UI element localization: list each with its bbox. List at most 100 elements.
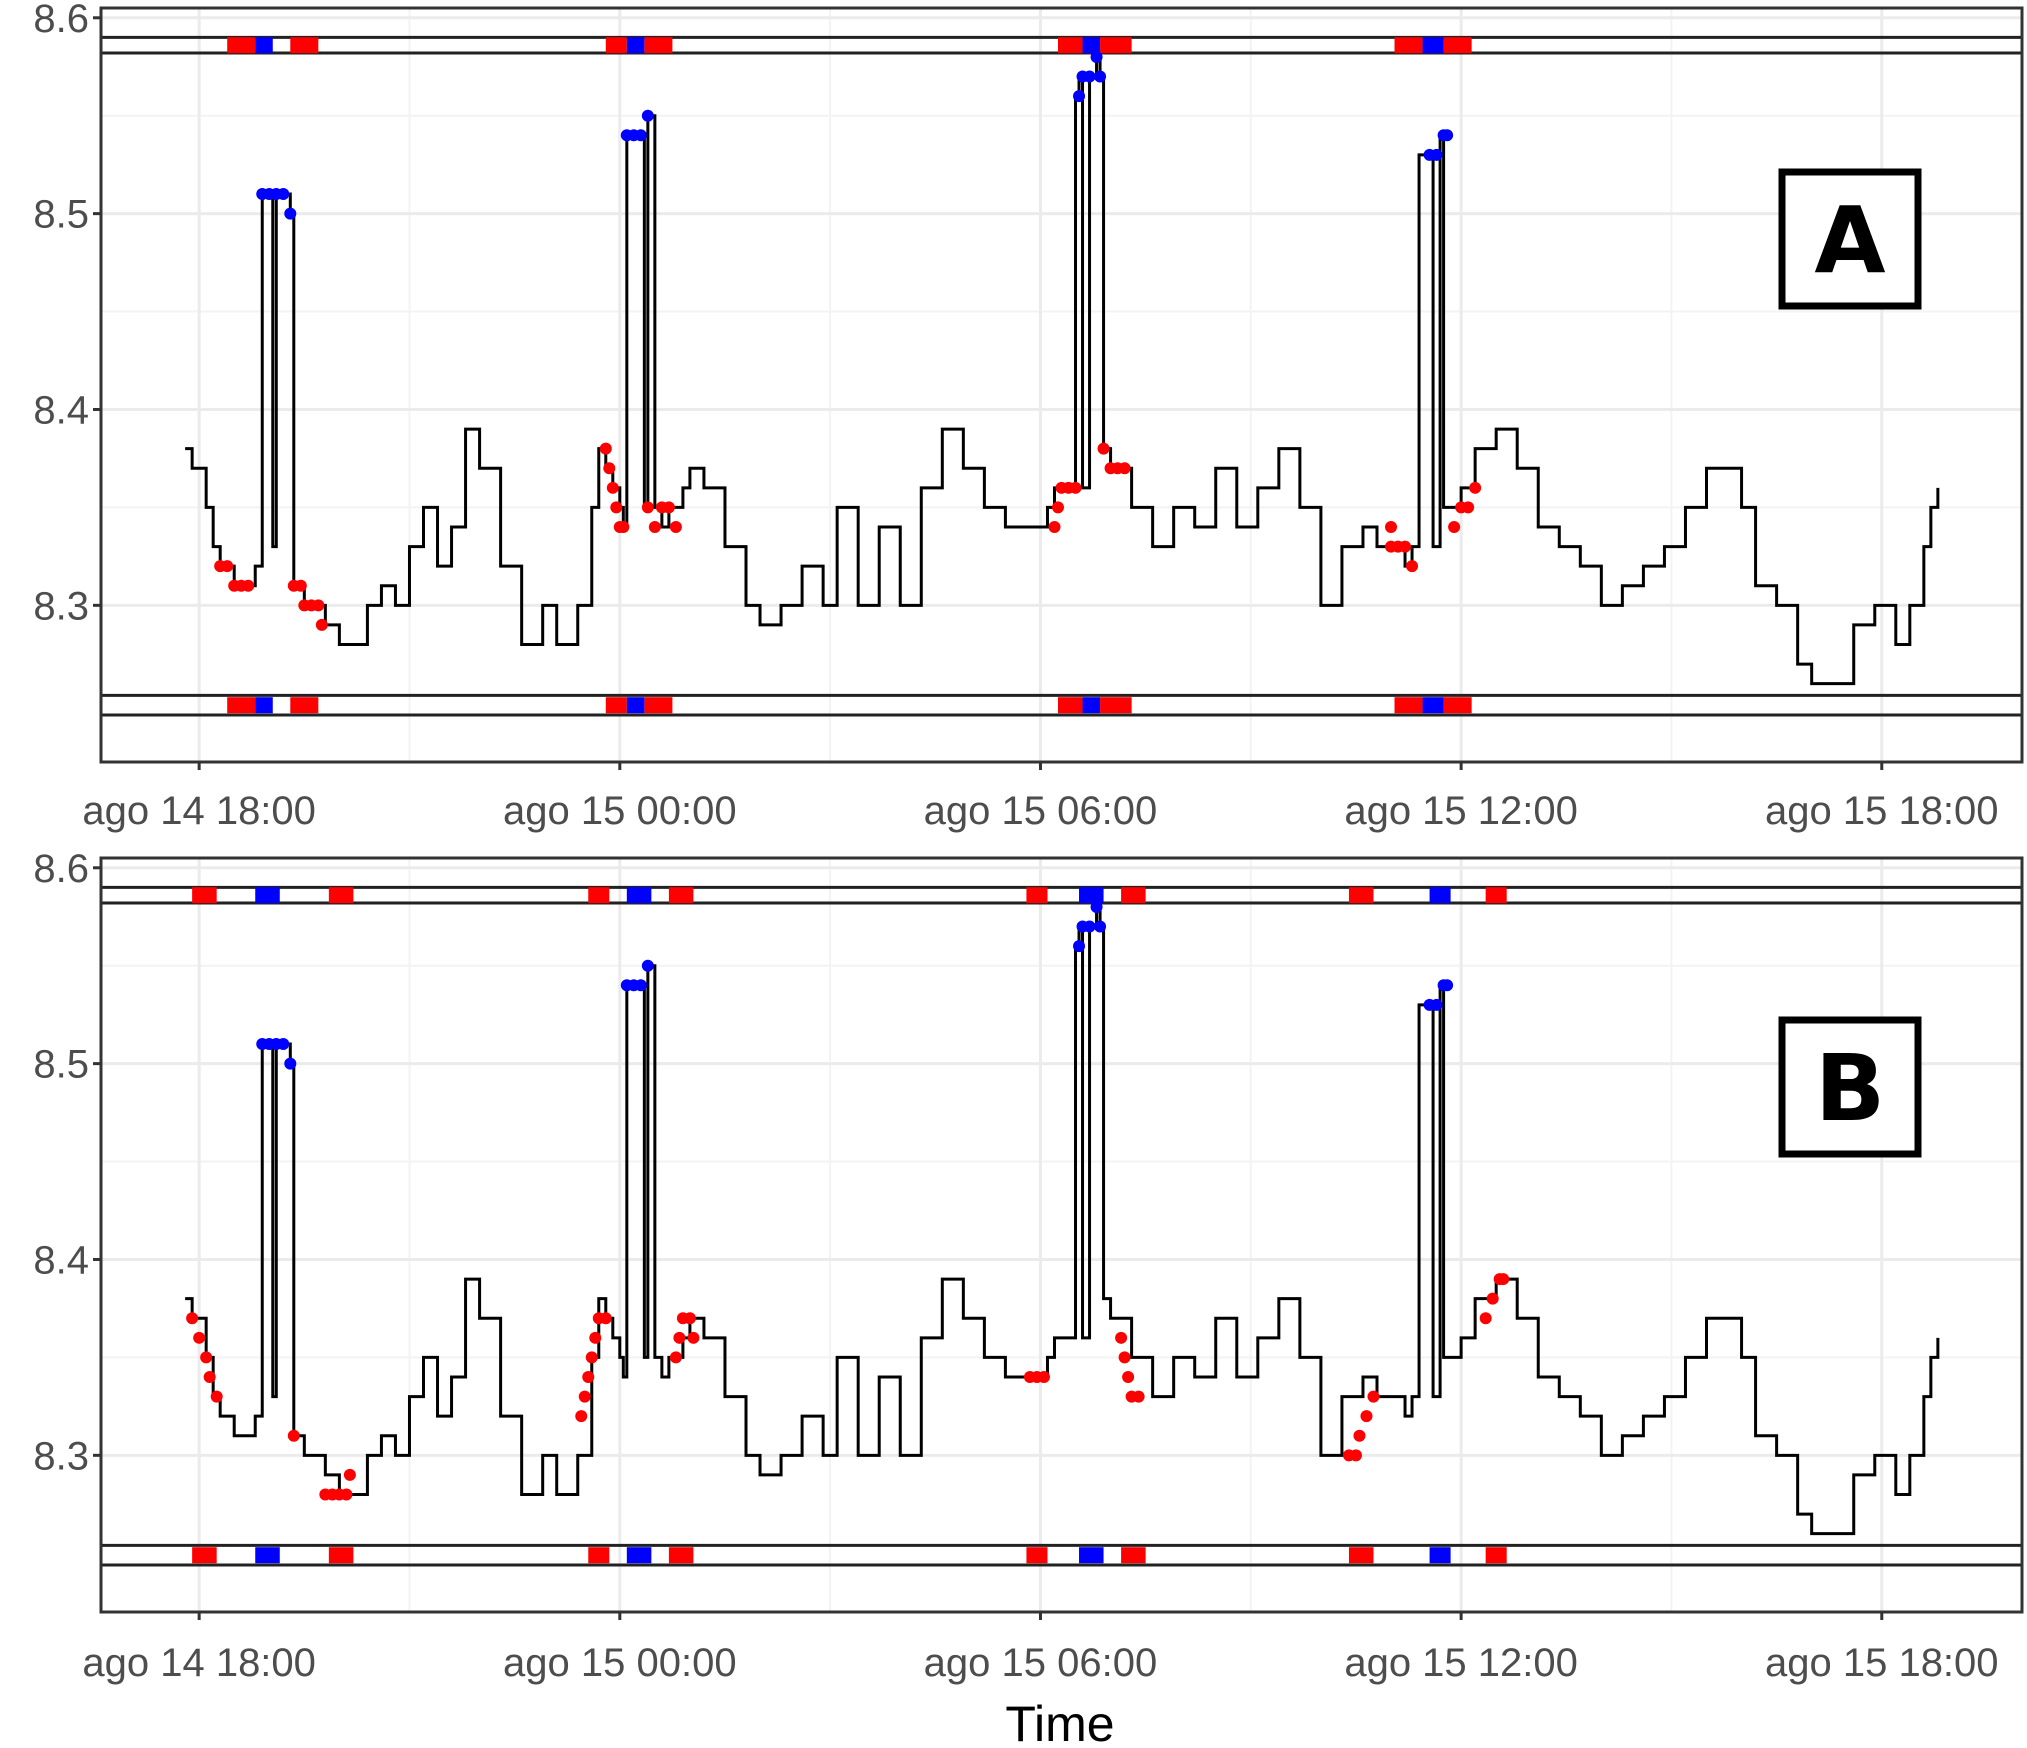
segment-marker-low [588, 887, 610, 904]
x-tick-label: ago 14 18:00 [82, 1641, 316, 1685]
segment-marker-low [1121, 1547, 1146, 1564]
data-point-low [1462, 501, 1475, 514]
data-point-low [312, 599, 325, 612]
data-point-low [1097, 442, 1110, 455]
segment-marker-high [255, 37, 273, 54]
x-tick-label: ago 15 12:00 [1344, 789, 1578, 833]
segment-marker-low [605, 697, 627, 714]
y-tick-label: 8.3 [33, 1434, 89, 1478]
segment-marker-low [605, 37, 627, 54]
x-tick-label: ago 15 18:00 [1765, 1641, 1999, 1685]
segment-marker-low [1057, 697, 1083, 714]
segment-marker-high [626, 1547, 652, 1564]
data-point-high [1090, 900, 1103, 913]
y-tick-label: 8.6 [33, 0, 89, 41]
segment-marker-low [290, 37, 319, 54]
segment-marker-low [1394, 37, 1423, 54]
data-point-low [687, 1331, 700, 1344]
segment-marker-low [290, 697, 319, 714]
plot-background [101, 858, 2022, 1612]
data-point-low [603, 462, 616, 475]
data-point-low [1118, 462, 1131, 475]
segment-marker-low [1100, 37, 1132, 54]
data-point-low [1448, 520, 1461, 533]
data-point-low [578, 1390, 591, 1403]
data-point-low [669, 1351, 682, 1364]
y-tick-label: 8.3 [33, 584, 89, 628]
data-point-low [1399, 540, 1412, 553]
data-point-high [1073, 940, 1086, 953]
data-point-low [1069, 481, 1082, 494]
x-tick-label: ago 15 00:00 [503, 1641, 737, 1685]
data-point-low [340, 1488, 353, 1501]
data-point-low [1486, 1292, 1499, 1305]
segment-marker-low [1100, 697, 1132, 714]
segment-marker-low [328, 887, 354, 904]
data-point-low [200, 1351, 213, 1364]
data-point-low [1118, 1351, 1131, 1364]
data-point-high [634, 129, 647, 142]
segment-marker-low [1348, 1547, 1374, 1564]
data-point-high [1083, 70, 1096, 83]
data-point-low [1497, 1273, 1510, 1286]
y-tick-label: 8.4 [33, 388, 89, 432]
data-point-low [186, 1312, 199, 1325]
data-point-high [277, 188, 290, 201]
segment-marker-low [1394, 697, 1423, 714]
data-point-low [315, 618, 328, 631]
segment-marker-high [1429, 887, 1451, 904]
data-point-low [683, 1312, 696, 1325]
segment-marker-low [588, 1547, 610, 1564]
panel-tag-box [1778, 1016, 1922, 1158]
data-point-low [575, 1410, 588, 1423]
segment-marker-low [644, 37, 673, 54]
data-point-low [1353, 1429, 1366, 1442]
segment-marker-low [668, 1547, 694, 1564]
data-point-high [1430, 998, 1443, 1011]
data-line [185, 55, 1940, 686]
segment-marker-high [1422, 37, 1444, 54]
x-tick-label: ago 15 00:00 [503, 789, 737, 833]
y-tick-label: 8.5 [33, 193, 89, 237]
panel-a: ago 14 18:00 ago 15 00:00 ago 15 06:00 ago … [33, 0, 2024, 833]
data-point-low [673, 1331, 686, 1344]
segment-marker-low [192, 1547, 217, 1564]
data-point-high [641, 109, 654, 122]
segment-marker-low [1026, 887, 1048, 904]
data-point-high [1090, 50, 1103, 63]
data-point-low [589, 1331, 602, 1344]
segment-marker-high [1082, 697, 1101, 714]
data-point-low [287, 1429, 300, 1442]
data-point-low [617, 520, 630, 533]
segment-marker-high [1082, 37, 1101, 54]
data-point-low [1385, 520, 1398, 533]
data-point-low [1479, 1312, 1492, 1325]
data-point-low [1349, 1449, 1362, 1462]
data-point-low [203, 1370, 216, 1383]
data-point-low [242, 579, 255, 592]
x-tick-label: ago 15 06:00 [924, 789, 1158, 833]
data-point-low [610, 501, 623, 514]
data-point-high [1441, 979, 1454, 992]
data-point-high [284, 1057, 297, 1070]
data-point-low [1132, 1390, 1145, 1403]
segment-marker-low [1485, 887, 1507, 904]
data-point-low [210, 1390, 223, 1403]
panel-border [99, 856, 2024, 1614]
segment-marker-high [255, 1547, 280, 1564]
segment-marker-low [192, 887, 217, 904]
data-point-low [1037, 1370, 1050, 1383]
segment-marker-high [1079, 1547, 1104, 1564]
y-tick-label: 8.5 [33, 1043, 89, 1087]
x-tick-label: ago 14 18:00 [82, 789, 316, 833]
x-tick-label: ago 15 06:00 [924, 1641, 1158, 1685]
x-tick-label: ago 15 18:00 [1765, 789, 1999, 833]
x-axis-title: Time [1005, 1696, 1114, 1748]
segment-marker-high [255, 887, 280, 904]
segment-marker-low [1485, 1547, 1507, 1564]
segment-marker-low [227, 697, 256, 714]
data-point-low [582, 1370, 595, 1383]
y-tick-label: 8.4 [33, 1238, 89, 1282]
data-point-low [343, 1468, 356, 1481]
segment-marker-low [227, 37, 256, 54]
